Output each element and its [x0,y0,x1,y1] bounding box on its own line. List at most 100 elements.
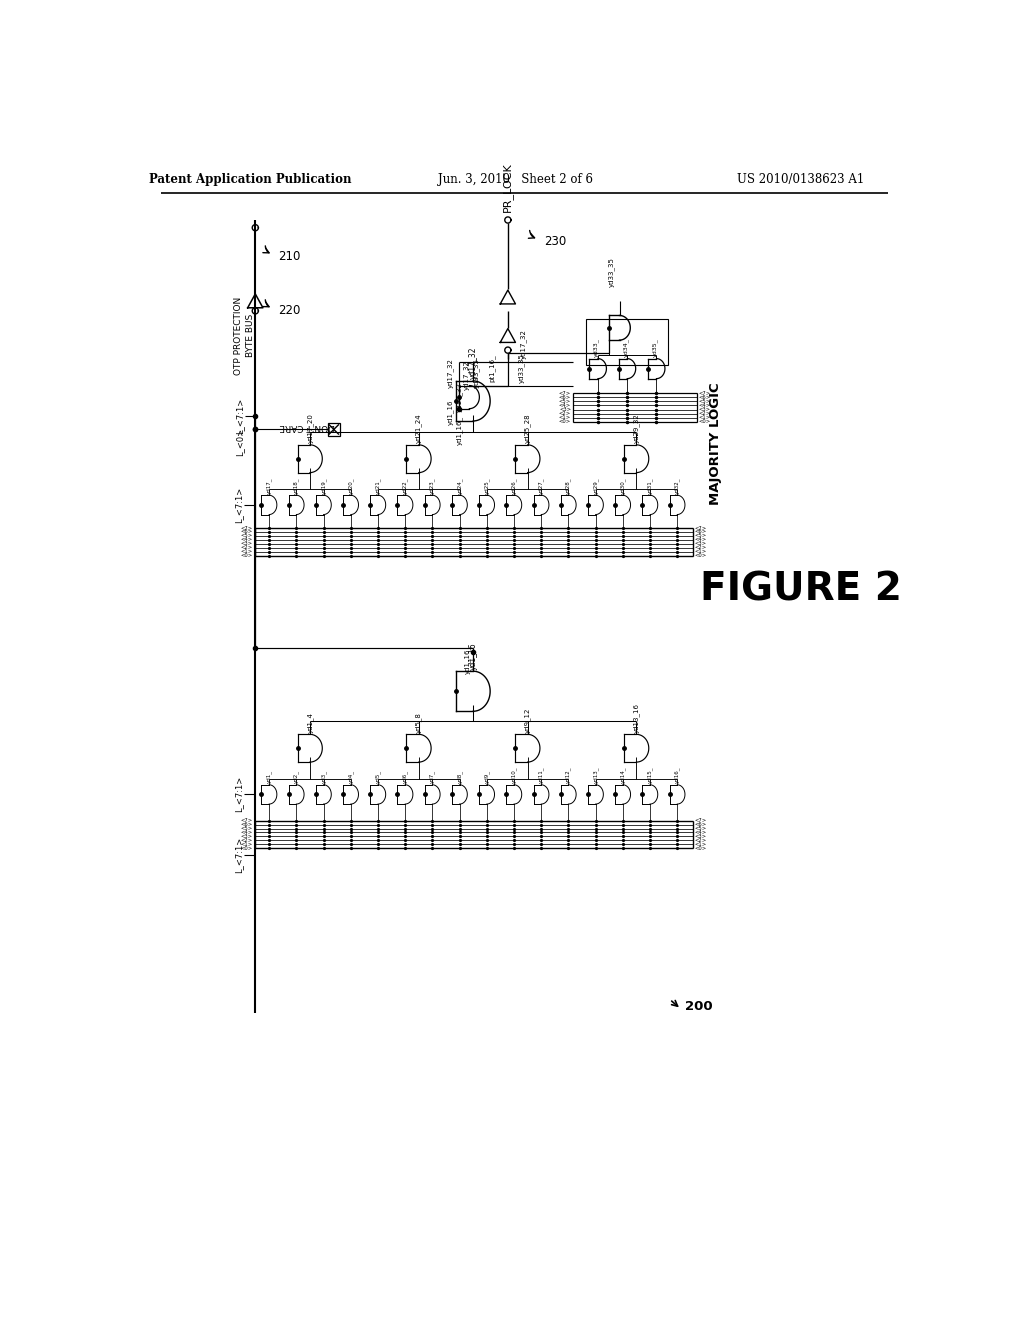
Text: <4>: <4> [695,537,708,543]
Text: FIGURE 2: FIGURE 2 [699,570,901,609]
Text: <2>: <2> [698,411,711,416]
Text: yd34_: yd34_ [623,338,629,358]
Text: yd9_12: yd9_12 [524,708,531,733]
Text: yd13_16: yd13_16 [633,702,640,733]
Text: <7>: <7> [695,818,708,824]
Text: DON'T CARE: DON'T CARE [280,422,336,430]
Bar [587,318,668,364]
Text: yd15_: yd15_ [647,767,653,783]
Text: L_<7:1>: L_<7:1> [236,399,245,434]
Text: OTP PROTECTION
BYTE BUS: OTP PROTECTION BYTE BUS [234,297,255,375]
Text: yd17_32: yd17_32 [464,360,470,389]
Text: <0>: <0> [695,553,708,558]
Text: MAJORITY LOGIC: MAJORITY LOGIC [710,381,722,504]
Text: yd33_35: yd33_35 [518,354,524,383]
Text: <2>: <2> [241,545,253,550]
Text: <3>: <3> [695,541,707,546]
Text: yd1_16_: yd1_16_ [464,645,471,675]
Text: <7>: <7> [559,391,571,396]
Text: yd18_: yd18_ [294,478,299,494]
Text: <7>: <7> [241,818,253,824]
Text: yd5_: yd5_ [375,771,381,783]
Text: <0>: <0> [559,420,571,424]
Text: L_<7:1>: L_<7:1> [234,776,244,812]
Text: yd27_: yd27_ [539,478,544,494]
Text: yd23_: yd23_ [429,478,435,494]
Text: <1>: <1> [695,842,708,847]
Text: <2>: <2> [695,838,708,843]
Text: yd17_32: yd17_32 [469,347,478,379]
Text: <6>: <6> [241,822,253,828]
Text: 210: 210 [279,251,301,264]
Text: yd1_16: yd1_16 [469,642,478,669]
Text: yd25_28: yd25_28 [524,413,531,444]
Text: L_<7:1>: L_<7:1> [234,837,244,874]
Text: yd2_: yd2_ [294,771,299,783]
Text: <2>: <2> [241,838,253,843]
Text: yd33_: yd33_ [594,338,599,358]
Text: <5>: <5> [241,533,253,539]
Text: US 2010/0138623 A1: US 2010/0138623 A1 [737,173,864,186]
Text: <5>: <5> [698,399,711,404]
Text: yd13_: yd13_ [593,767,598,783]
Text: 200: 200 [685,1001,713,1014]
Text: yd29_: yd29_ [593,478,598,494]
Text: yd28_: yd28_ [565,478,571,494]
Text: <3>: <3> [698,407,711,412]
Text: L_<0>: L_<0> [236,428,245,455]
Text: yd35_: yd35_ [652,338,657,358]
Text: yd4_: yd4_ [348,771,353,783]
Text: <3>: <3> [559,407,571,412]
Text: Patent Application Publication: Patent Application Publication [148,173,351,186]
Text: <3>: <3> [695,834,707,840]
Text: yd7_: yd7_ [429,771,435,783]
Text: yd17_20: yd17_20 [306,413,313,444]
Text: <4>: <4> [241,537,253,543]
Text: <1>: <1> [241,842,253,847]
Text: <0>: <0> [695,846,708,851]
Text: yd14_: yd14_ [620,767,626,783]
Text: PR_LOCK: PR_LOCK [503,162,513,213]
Text: 220: 220 [279,305,301,317]
Text: <5>: <5> [241,826,253,832]
Text: yd1_16: yd1_16 [447,400,454,425]
Text: <0>: <0> [241,846,253,851]
Text: yd10_: yd10_ [511,767,517,783]
Text: yd29_32: yd29_32 [633,413,640,444]
Text: <4>: <4> [241,830,253,836]
Text: yd12_: yd12_ [565,767,571,783]
Text: <6>: <6> [698,395,711,400]
Text: <3>: <3> [241,541,253,546]
Text: yd5_8: yd5_8 [416,711,422,733]
Text: L_<7:1>: L_<7:1> [234,487,244,523]
Text: yd8_: yd8_ [457,771,463,783]
Text: yd20_: yd20_ [348,478,353,494]
Text: <2>: <2> [559,411,571,416]
Text: yd31_: yd31_ [647,478,653,494]
Text: <1>: <1> [241,549,253,554]
Text: <6>: <6> [695,822,708,828]
Text: yd30_: yd30_ [620,478,626,494]
Text: yd11_: yd11_ [539,767,544,783]
Text: yd22_: yd22_ [402,478,408,494]
Text: <4>: <4> [698,403,711,408]
Text: yd19_: yd19_ [321,478,327,494]
Text: 230: 230 [544,235,566,248]
Text: yd21_: yd21_ [375,478,381,494]
Text: <6>: <6> [241,529,253,535]
Text: <6>: <6> [559,395,571,400]
Text: <1>: <1> [559,416,571,420]
Text: yd3_: yd3_ [321,771,327,783]
Text: <2>: <2> [695,545,708,550]
Text: yd33_35: yd33_35 [473,358,480,388]
Text: pt1_16_: pt1_16_ [488,354,496,381]
Text: yd32_: yd32_ [675,478,680,494]
Text: <1>: <1> [698,416,711,420]
Text: <3>: <3> [241,834,253,840]
Text: <5>: <5> [559,399,571,404]
Text: yd1_16_: yd1_16_ [456,416,463,445]
Text: yd21_24: yd21_24 [416,413,422,444]
Text: <1>: <1> [695,549,708,554]
Text: <5>: <5> [695,533,708,539]
Text: <4>: <4> [695,830,708,836]
